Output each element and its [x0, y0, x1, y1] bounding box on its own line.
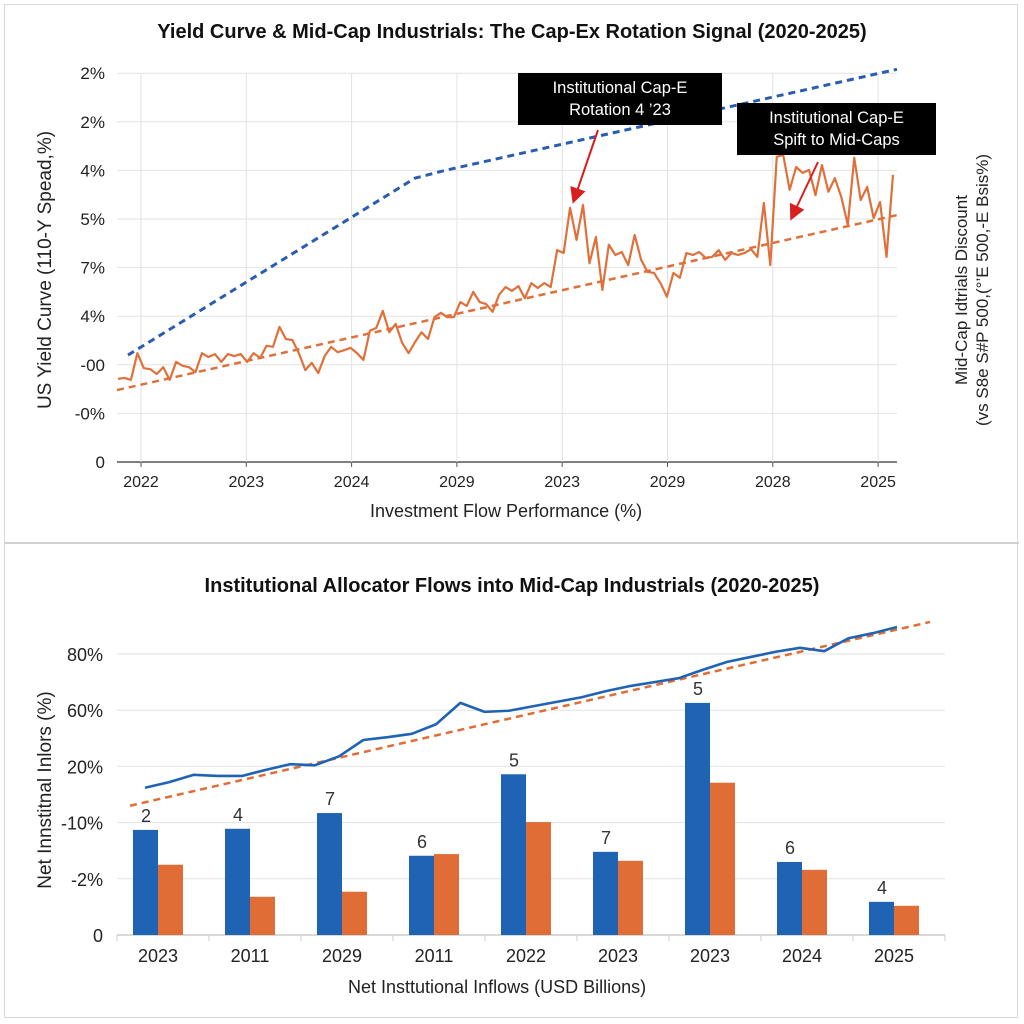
- annotation-arrow-rotation: [570, 129, 599, 204]
- bar-series-1: [225, 828, 250, 935]
- bottom-y-tick-label: 60%: [67, 701, 103, 721]
- top-y-tick-label: 4%: [80, 307, 105, 326]
- top-x-axis-label: Investment Flow Performance (%): [370, 501, 643, 521]
- bar-data-label: 6: [785, 838, 795, 858]
- top-x-tick-label: 2029: [650, 474, 686, 491]
- bar-series-1: [317, 813, 342, 935]
- bottom-x-tick-label: 2022: [506, 946, 546, 966]
- bar-series-2: [342, 891, 367, 935]
- bottom-y-tick-label: -10%: [61, 814, 103, 834]
- bottom-x-tick-label: 2023: [598, 946, 638, 966]
- discount-trend-line: [116, 213, 898, 392]
- bottom-x-axis-label: Net Insttutional Inflows (USD Billions): [348, 977, 647, 997]
- top-x-tick-label: 2028: [755, 474, 791, 491]
- bar-series-2: [158, 864, 183, 935]
- annotation-shift-line-2: Spift to Mid-Caps: [773, 131, 900, 150]
- bar-data-label: 5: [693, 679, 703, 699]
- bottom-x-tick-label: 2025: [874, 946, 914, 966]
- bar-series-1: [593, 851, 618, 935]
- inflow-trend-line: [129, 620, 931, 807]
- bottom-y-tick-label: 20%: [67, 757, 103, 777]
- figure-frame: [4, 4, 1018, 1018]
- top-y-tick-label: 0: [96, 453, 105, 472]
- bottom-x-tick-label: 2011: [231, 946, 270, 966]
- top-y-tick-label: 2%: [80, 113, 105, 132]
- bottom-x-tick-label: 2011: [415, 946, 454, 966]
- bar-series-2: [526, 822, 551, 935]
- bottom-x-tick-label: 2023: [690, 946, 730, 966]
- bottom-chart-title: Institutional Allocator Flows into Mid-C…: [204, 575, 820, 597]
- bar-data-label: 6: [417, 832, 427, 852]
- bar-data-label: 2: [141, 806, 151, 826]
- bottom-x-tick-label: 2024: [782, 946, 822, 966]
- bar-series-2: [250, 896, 275, 935]
- top-x-tick-label: 2022: [123, 474, 159, 491]
- top-chart-title: Yield Curve & Mid-Cap Industrials: The C…: [157, 21, 867, 43]
- bar-data-label: 4: [233, 805, 243, 825]
- top-x-tick-label: 2029: [439, 474, 475, 491]
- top-y-tick-label: 4%: [80, 161, 105, 180]
- yield-curve-trend-line: [127, 67, 898, 357]
- bottom-y-tick-label: 80%: [67, 645, 103, 665]
- panel-divider: [5, 542, 1019, 544]
- bar-series-1: [133, 829, 158, 935]
- bar-data-label: 5: [509, 750, 519, 770]
- top-x-tick-label: 2024: [334, 474, 370, 491]
- top-x-tick-label: 2023: [229, 474, 265, 491]
- top-y-tick-label: 5%: [80, 210, 105, 229]
- bar-series-2: [434, 854, 459, 935]
- bar-series-2: [802, 869, 827, 935]
- top-y-tick-label: 2%: [80, 64, 105, 83]
- bar-series-1: [409, 855, 434, 935]
- bottom-y-tick-label: 0: [93, 926, 103, 946]
- bar-series-2: [618, 860, 643, 935]
- bar-series-1: [777, 861, 802, 935]
- top-y-tick-label: -00: [80, 356, 105, 375]
- mid-cap-discount-line: [117, 153, 895, 381]
- annotation-rotation-line-1: Institutional Cap-E: [552, 79, 688, 97]
- annotation-shift: Institutional Cap-E Spift to Mid-Caps: [737, 103, 936, 155]
- bar-series-1: [501, 774, 526, 935]
- bottom-x-tick-label: 2023: [138, 946, 178, 966]
- annotation-rotation: Institutional Cap-E Rotation 4 ’23: [518, 73, 722, 125]
- top-y-tick-label: 7%: [80, 259, 105, 278]
- top-y-tick-label: -0%: [75, 404, 105, 423]
- annotation-rotation-line-2: Rotation 4 ’23: [569, 101, 671, 120]
- cumulative-inflow-line: [144, 625, 898, 790]
- bar-series-1: [869, 901, 894, 935]
- annotation-arrow-shift: [789, 161, 819, 221]
- bar-data-label: 7: [325, 789, 335, 809]
- top-x-tick-label: 2025: [860, 474, 896, 491]
- bar-series-1: [685, 702, 710, 935]
- bar-series-2: [710, 782, 735, 935]
- bottom-y-tick-label: -2%: [71, 870, 103, 890]
- bar-data-label: 4: [877, 878, 887, 898]
- bar-data-label: 7: [601, 828, 611, 848]
- top-x-tick-label: 2023: [544, 474, 580, 491]
- bar-series-2: [894, 905, 919, 935]
- annotation-shift-line-1: Institutional Cap-E: [769, 109, 904, 127]
- bottom-x-tick-label: 2029: [322, 946, 362, 966]
